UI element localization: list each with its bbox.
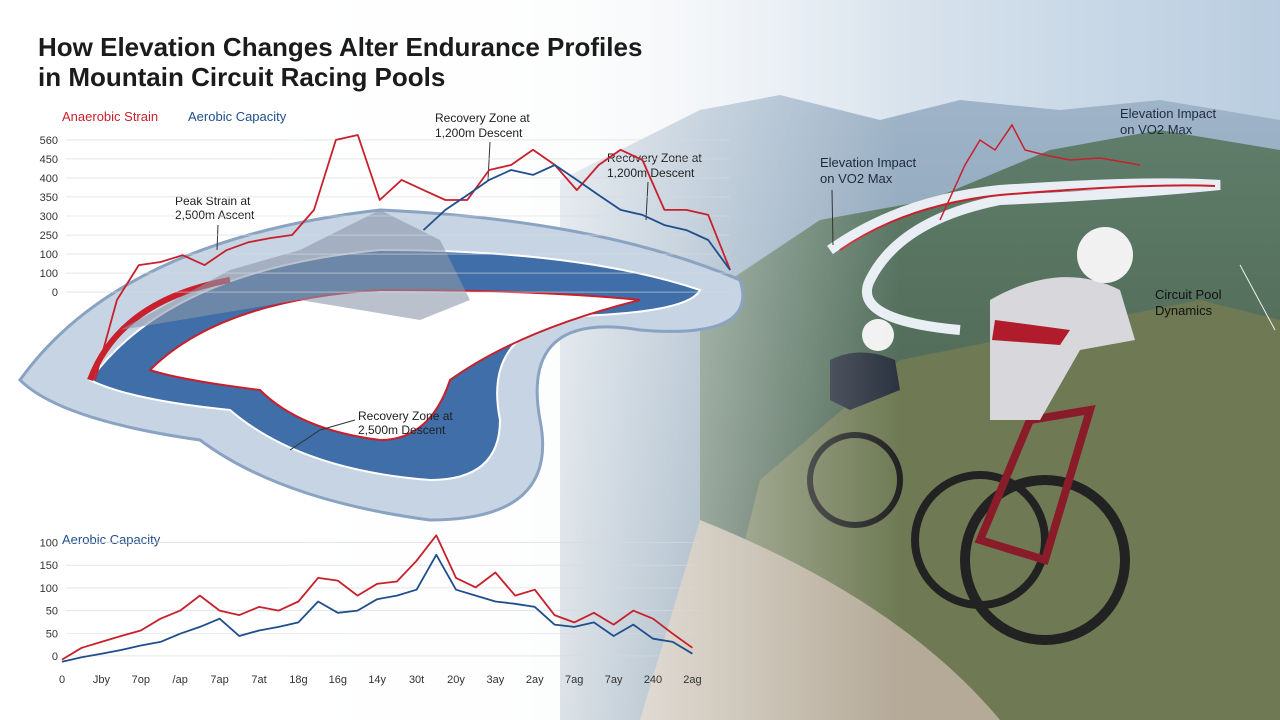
y-tick-label: 0	[52, 651, 58, 663]
x-tick-label: 240	[644, 674, 662, 686]
x-tick-label: /ap	[173, 674, 188, 686]
x-tick-label: 7ap	[210, 674, 228, 686]
callout	[831, 189, 834, 246]
title-line: in Mountain Circuit Racing Pools	[38, 62, 445, 92]
y-tick-label: 50	[46, 628, 58, 640]
photo-label: on VO2 Max	[1120, 122, 1193, 137]
y-tick-label: 250	[40, 230, 58, 242]
x-tick-label: 3ay	[487, 674, 505, 686]
x-tick-label: Jby	[93, 674, 111, 686]
x-tick-label: 7ag	[565, 674, 583, 686]
y-tick-label: 300	[40, 211, 58, 223]
y-tick-label: 50	[46, 606, 58, 618]
x-tick-label: 16g	[329, 674, 347, 686]
y-tick-label: 560	[40, 135, 58, 147]
annotation: 2,500m Ascent	[175, 208, 255, 222]
annotation: 1,200m Descent	[607, 166, 695, 180]
circuit-map	[18, 208, 745, 522]
photo-label: Elevation Impact	[1120, 106, 1216, 121]
title-line: How Elevation Changes Alter Endurance Pr…	[38, 32, 642, 62]
data-line	[61, 534, 693, 661]
photo-label: Dynamics	[1155, 303, 1213, 318]
callout	[645, 181, 649, 221]
data-line	[61, 553, 693, 663]
y-tick-label: 100	[40, 249, 58, 261]
annotation: 2,500m Descent	[358, 423, 446, 437]
x-tick-label: 14y	[368, 674, 386, 686]
y-tick-label: 100	[40, 583, 58, 595]
x-tick-label: 7at	[251, 674, 266, 686]
callout	[289, 419, 356, 451]
y-tick-label: 150	[40, 560, 58, 572]
y-tick-label: 400	[40, 173, 58, 185]
photo-label: on VO2 Max	[820, 171, 893, 186]
annotation: Recovery Zone at	[435, 111, 530, 125]
annotation: 1,200m Descent	[435, 126, 523, 140]
x-tick-label: 18g	[289, 674, 307, 686]
x-tick-label: 0	[59, 674, 65, 686]
x-tick-label: 7op	[132, 674, 150, 686]
legend-entry: Anaerobic Strain	[62, 109, 158, 124]
annotation: Recovery Zone at	[607, 151, 702, 165]
y-tick-label: 0	[52, 287, 58, 299]
chart-title: Aerobic Capacity	[62, 532, 161, 547]
callout	[1239, 264, 1276, 331]
x-tick-label: 30t	[409, 674, 424, 686]
x-tick-label: 2ag	[683, 674, 701, 686]
x-tick-label: 7ay	[605, 674, 623, 686]
y-tick-label: 350	[40, 192, 58, 204]
annotations: Peak Strain at 2,500m Ascent Recovery Zo…	[175, 106, 1276, 451]
data-line	[422, 164, 731, 271]
y-tick-label: 100	[40, 538, 58, 550]
annotation: Recovery Zone at	[358, 409, 453, 423]
x-tick-label: 2ay	[526, 674, 544, 686]
annotation: Peak Strain at	[175, 194, 251, 208]
y-tick-label: 450	[40, 154, 58, 166]
photo-label: Circuit Pool	[1155, 287, 1222, 302]
callout	[487, 141, 491, 181]
legend-entry: Aerobic Capacity	[188, 109, 287, 124]
photo-label: Elevation Impact	[820, 155, 916, 170]
y-tick-label: 100	[40, 268, 58, 280]
x-tick-label: 20y	[447, 674, 465, 686]
callout	[216, 224, 219, 251]
data-line	[94, 134, 731, 381]
